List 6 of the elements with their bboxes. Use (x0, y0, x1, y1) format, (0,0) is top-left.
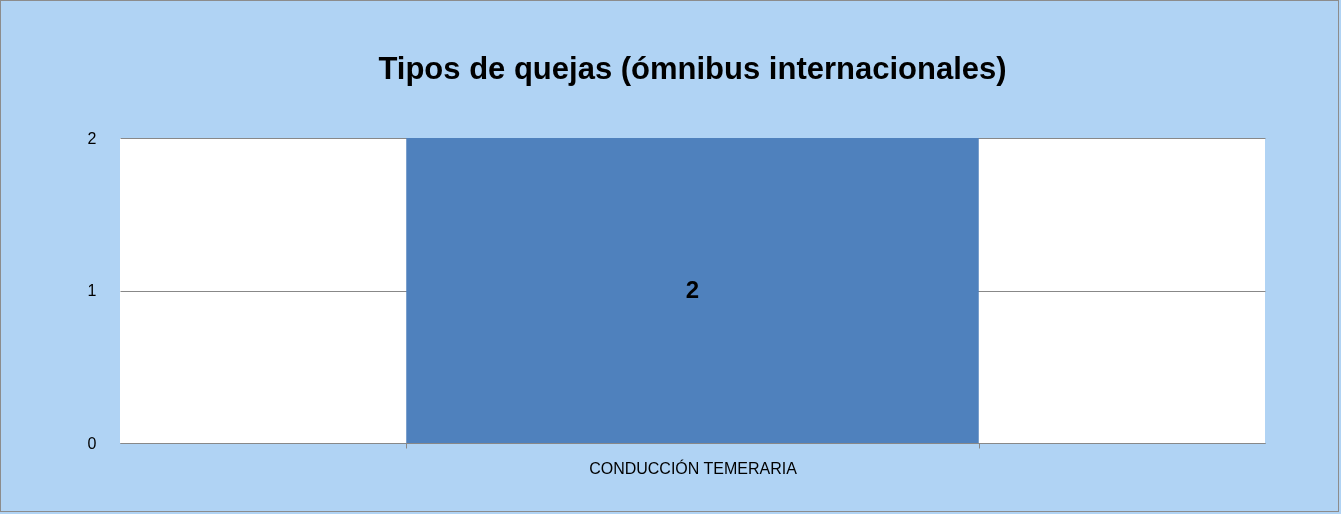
chart-title: Tipos de quejas (ómnibus internacionales) (378, 51, 1007, 86)
x-tick-label: CONDUCCIÓN TEMERARIA (589, 458, 798, 477)
y-tick-label: 0 (87, 434, 97, 452)
y-tick-label: 2 (87, 129, 97, 147)
data-label: 2 (685, 275, 700, 303)
y-tick-label: 1 (87, 282, 97, 299)
